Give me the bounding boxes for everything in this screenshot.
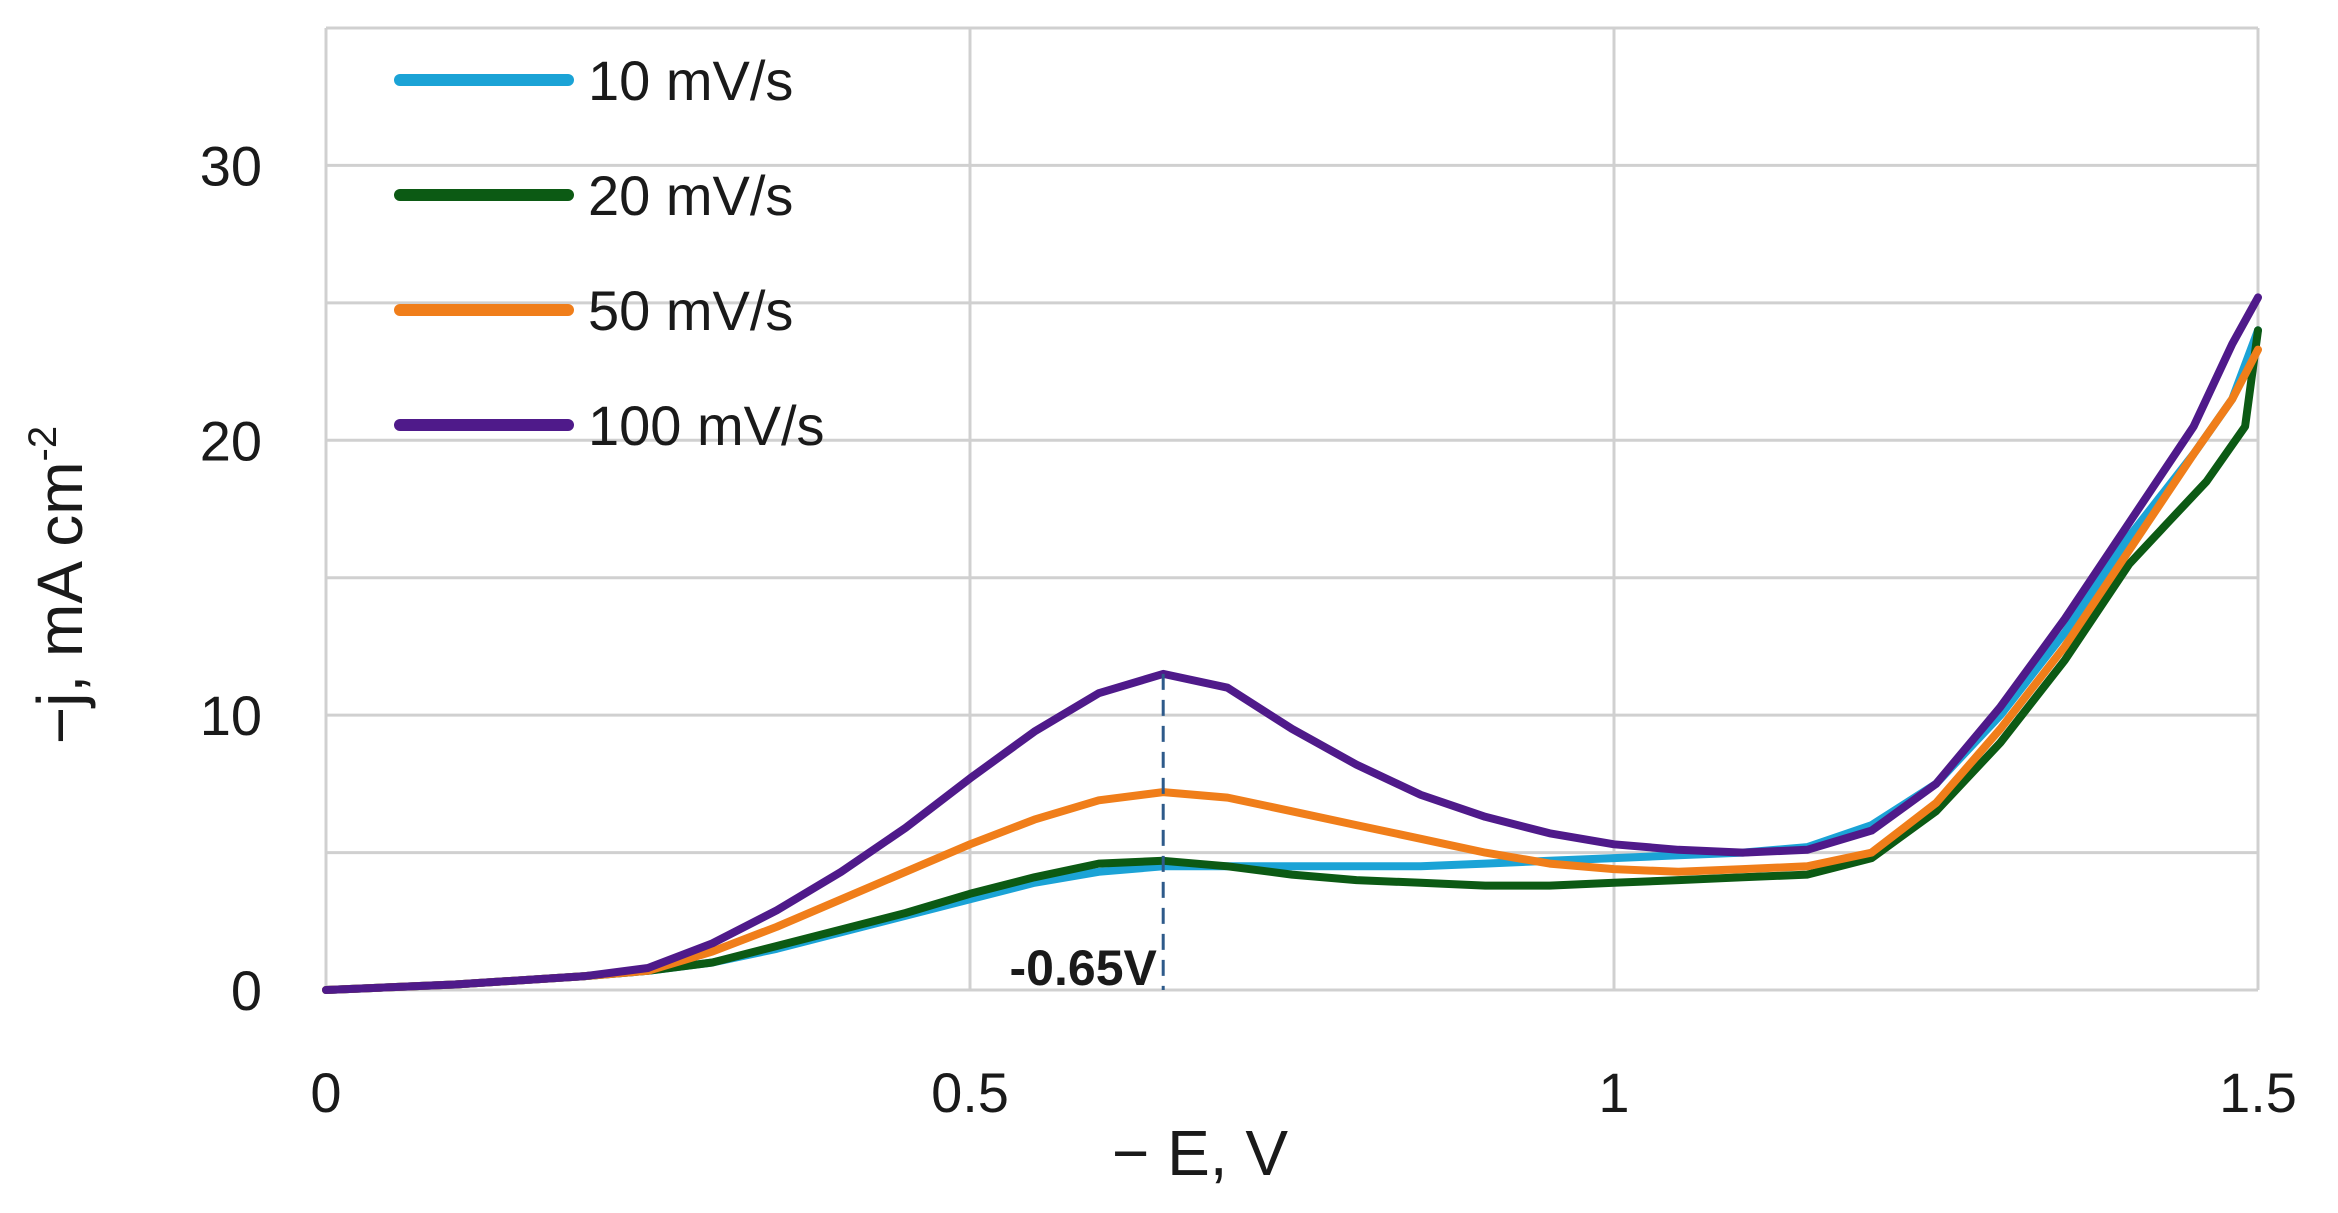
- y-axis-title-main: −j, mA cm: [24, 461, 96, 744]
- annotation: -0.65V: [1010, 673, 1165, 996]
- series-line: [322, 293, 2262, 994]
- legend-label: 100 mV/s: [588, 394, 825, 457]
- y-tick-label: 0: [231, 959, 262, 1022]
- y-axis-title: −j, mA cm-2: [21, 426, 96, 744]
- x-tick-label: 0.5: [931, 1061, 1009, 1124]
- y-tick-label: 30: [200, 134, 262, 197]
- x-tick-label: 1: [1598, 1061, 1629, 1124]
- legend-label: 50 mV/s: [588, 279, 793, 342]
- grid: [324, 26, 2260, 992]
- series-line: [322, 326, 2262, 994]
- x-tick-label: 0: [310, 1061, 341, 1124]
- x-tick-label: 1.5: [2219, 1061, 2297, 1124]
- x-axis-title: − E, V: [1112, 1117, 1288, 1189]
- legend-label: 20 mV/s: [588, 164, 793, 227]
- legend: 10 mV/s 20 mV/s 50 mV/s 100 mV/s: [394, 49, 825, 457]
- series-line: [322, 345, 2262, 994]
- y-tick-label: 20: [200, 409, 262, 472]
- annotation-label: -0.65V: [1010, 940, 1158, 996]
- tick-labels: 0 0.5 1 1.5 0 10 20 30: [200, 134, 2297, 1124]
- series-lines: [322, 293, 2262, 994]
- y-axis-title-superscript: -2: [21, 426, 65, 462]
- plot-background: [326, 28, 2258, 990]
- y-tick-label: 10: [200, 684, 262, 747]
- legend-label: 10 mV/s: [588, 49, 793, 112]
- y-axis-title-group: −j, mA cm-2: [21, 426, 96, 744]
